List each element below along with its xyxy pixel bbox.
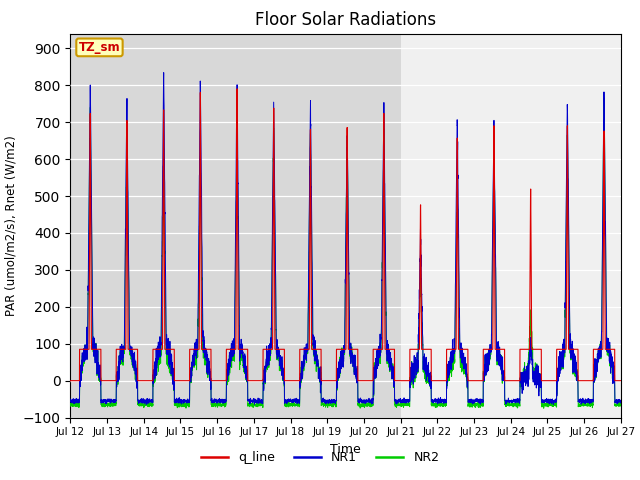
Text: TZ_sm: TZ_sm xyxy=(79,41,120,54)
Y-axis label: PAR (umol/m2/s), Rnet (W/m2): PAR (umol/m2/s), Rnet (W/m2) xyxy=(4,135,17,316)
Bar xyxy=(70,34,401,418)
Bar xyxy=(401,34,621,418)
Title: Floor Solar Radiations: Floor Solar Radiations xyxy=(255,11,436,29)
Legend: q_line, NR1, NR2: q_line, NR1, NR2 xyxy=(196,446,444,469)
X-axis label: Time: Time xyxy=(330,443,361,456)
